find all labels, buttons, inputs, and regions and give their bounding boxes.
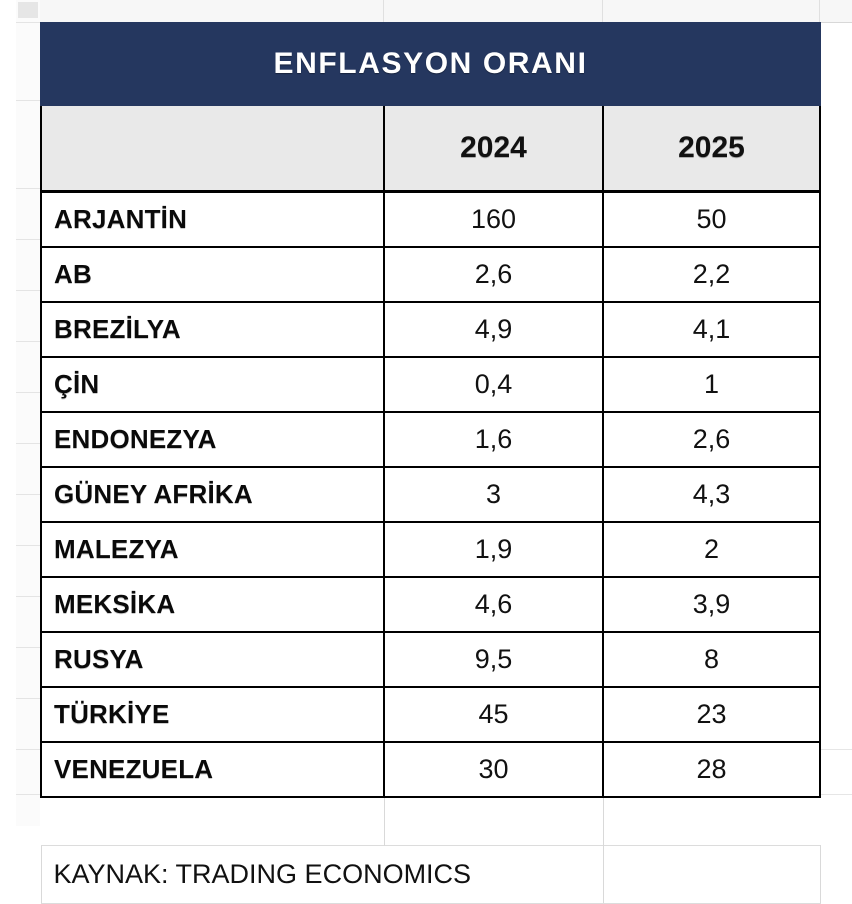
table-row: GÜNEY AFRİKA 3 4,3 xyxy=(40,466,822,523)
country-name: TÜRKİYE xyxy=(40,686,385,743)
value-2025: 2,2 xyxy=(601,246,822,303)
column-header-2025: 2025 xyxy=(601,105,822,193)
inflation-rate-table: ENFLASYON ORANI 2024 2025 ARJANTİN 160 5… xyxy=(39,22,822,904)
value-2025: 28 xyxy=(601,741,822,798)
table-row-selected: MALEZYA 1,9 2 xyxy=(40,521,822,578)
country-name: ENDONEZYA xyxy=(40,411,385,468)
country-name: GÜNEY AFRİKA xyxy=(40,466,385,523)
spreadsheet-canvas: ENFLASYON ORANI 2024 2025 ARJANTİN 160 5… xyxy=(16,0,852,904)
table-row: BREZİLYA 4,9 4,1 xyxy=(40,301,822,358)
gutter-row-sep xyxy=(16,647,40,648)
table-row: ÇİN 0,4 1 xyxy=(40,356,822,413)
country-name: AB xyxy=(40,246,385,303)
table-row: ARJANTİN 160 50 xyxy=(40,190,822,248)
spacer-cell xyxy=(41,797,384,846)
column-header-strip xyxy=(40,0,852,23)
table-row: TÜRKİYE 45 23 xyxy=(40,686,822,743)
value-2024: 9,5 xyxy=(383,631,604,688)
column-divider-3 xyxy=(819,0,820,22)
country-name: ARJANTİN xyxy=(40,190,385,248)
value-2025: 50 xyxy=(601,190,822,248)
row-header-gutter xyxy=(16,0,41,826)
column-header-blank xyxy=(40,105,385,193)
value-2024: 30 xyxy=(383,741,604,798)
gutter-row-sep xyxy=(16,545,40,546)
table-row: RUSYA 9,5 8 xyxy=(40,631,822,688)
value-2025: 1 xyxy=(601,356,822,413)
gutter-row-sep xyxy=(16,749,40,750)
table-title: ENFLASYON ORANI xyxy=(39,22,822,106)
gutter-row-sep xyxy=(16,794,40,795)
country-name: VENEZUELA xyxy=(40,741,385,798)
gutter-row-sep xyxy=(16,22,40,23)
column-divider-1 xyxy=(383,0,384,22)
table-title-row: ENFLASYON ORANI xyxy=(39,22,822,106)
sheet-corner-box[interactable] xyxy=(18,2,38,18)
value-2024: 4,6 xyxy=(383,576,604,633)
source-row: KAYNAK: TRADING ECONOMICS xyxy=(40,845,821,904)
spacer-cell xyxy=(603,797,821,846)
gutter-row-sep xyxy=(16,239,40,240)
value-2025: 4,3 xyxy=(601,466,822,523)
spacer-row xyxy=(41,797,821,846)
value-2025: 4,1 xyxy=(601,301,822,358)
country-name: MEKSİKA xyxy=(40,576,385,633)
gutter-row-sep xyxy=(16,341,40,342)
value-2024: 160 xyxy=(383,190,604,248)
gutter-row-sep xyxy=(16,290,40,291)
table-row: VENEZUELA 30 28 xyxy=(40,741,822,798)
value-2024: 45 xyxy=(383,686,604,743)
spacer-cell xyxy=(383,797,604,846)
country-name: RUSYA xyxy=(40,631,385,688)
value-2024: 1,6 xyxy=(383,411,604,468)
gutter-row-sep xyxy=(16,494,40,495)
country-name: MALEZYA xyxy=(40,521,385,578)
value-2025: 2,6 xyxy=(601,411,822,468)
value-2024: 4,9 xyxy=(383,301,604,358)
value-2025: 23 xyxy=(601,686,822,743)
value-2024: 3 xyxy=(383,466,604,523)
gutter-row-sep xyxy=(16,100,40,101)
source-blank-cell xyxy=(602,845,821,904)
value-2024: 2,6 xyxy=(383,246,604,303)
gutter-row-sep xyxy=(16,443,40,444)
country-name: ÇİN xyxy=(40,356,385,413)
gutter-row-sep xyxy=(16,698,40,699)
country-name: BREZİLYA xyxy=(40,301,385,358)
table-row: ENDONEZYA 1,6 2,6 xyxy=(40,411,822,468)
table-header-row: 2024 2025 xyxy=(40,105,822,193)
value-2025: 2 xyxy=(601,521,822,578)
column-header-2024: 2024 xyxy=(383,105,604,193)
table-row: AB 2,6 2,2 xyxy=(40,246,822,303)
value-2025: 8 xyxy=(601,631,822,688)
gutter-row-sep xyxy=(16,188,40,189)
value-2024: 1,9 xyxy=(383,521,604,578)
table-row: MEKSİKA 4,6 3,9 xyxy=(40,576,822,633)
value-2024: 0,4 xyxy=(383,356,604,413)
column-divider-2 xyxy=(602,0,603,22)
gutter-row-sep xyxy=(16,596,40,597)
source-label: KAYNAK: TRADING ECONOMICS xyxy=(40,845,603,904)
value-2025: 3,9 xyxy=(601,576,822,633)
gutter-row-sep xyxy=(16,392,40,393)
